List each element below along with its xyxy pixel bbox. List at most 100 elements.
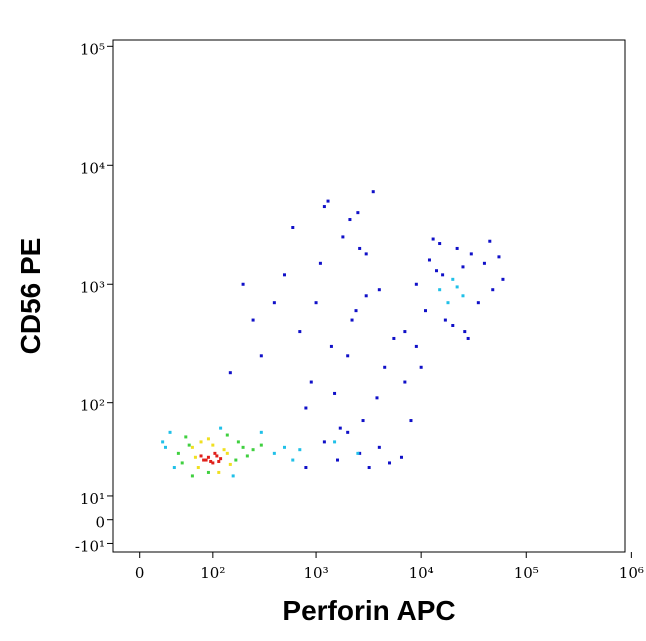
data-point (361, 419, 365, 423)
data-point (251, 448, 255, 452)
data-point (497, 255, 501, 259)
data-point (388, 461, 392, 465)
data-point (206, 455, 210, 459)
data-point (193, 455, 197, 459)
data-point (431, 237, 435, 241)
data-point (168, 430, 172, 434)
data-point (304, 406, 308, 410)
data-point (377, 288, 381, 292)
data-point (455, 285, 459, 289)
data-point (441, 273, 445, 277)
data-point (364, 252, 368, 256)
x-tick-label: 10⁵ (514, 564, 539, 582)
data-point (356, 451, 360, 455)
data-point (187, 443, 191, 447)
data-point (329, 344, 333, 348)
data-point (443, 318, 447, 322)
data-point (455, 246, 459, 250)
data-point (304, 466, 308, 470)
data-point (338, 426, 342, 430)
data-point (225, 433, 229, 437)
data-point (488, 239, 492, 243)
data-point (206, 437, 210, 441)
data-point (438, 288, 442, 292)
data-point (367, 466, 371, 470)
data-point (424, 309, 428, 313)
data-point (228, 371, 232, 375)
data-point (202, 458, 206, 462)
data-point (236, 440, 240, 444)
x-tick-label: 10² (200, 564, 225, 582)
y-tick-label: 10² (80, 397, 105, 415)
data-point (163, 445, 167, 449)
data-point (272, 301, 276, 305)
data-point (403, 330, 407, 334)
data-point (364, 294, 368, 298)
data-point (414, 344, 418, 348)
data-point (228, 462, 232, 466)
data-point (241, 445, 245, 449)
data-point (309, 380, 313, 384)
data-point (350, 318, 354, 322)
data-point (222, 448, 226, 452)
data-point (298, 330, 302, 334)
data-point (333, 391, 337, 395)
data-point (461, 265, 465, 269)
data-point (241, 282, 245, 286)
data-point (245, 454, 249, 458)
data-point (346, 354, 350, 358)
data-point (190, 445, 194, 449)
data-point (204, 458, 208, 462)
data-point (176, 451, 180, 455)
data-point (438, 242, 442, 246)
data-point (414, 282, 418, 286)
data-point (358, 246, 362, 250)
data-point (184, 435, 188, 439)
data-point (161, 440, 165, 444)
data-point (354, 309, 358, 313)
data-point (451, 323, 455, 327)
y-tick-label: 0 (95, 514, 105, 532)
data-point (409, 419, 413, 423)
data-point (399, 455, 403, 459)
data-point (403, 380, 407, 384)
data-point (392, 336, 396, 340)
data-point (211, 443, 215, 447)
data-point (446, 301, 450, 305)
data-point (371, 190, 375, 194)
data-point (322, 440, 326, 444)
data-point (463, 330, 467, 334)
data-point (211, 461, 215, 465)
data-point (348, 218, 352, 222)
data-point (282, 273, 286, 277)
data-point (225, 451, 229, 455)
data-point (215, 454, 219, 458)
data-point (318, 261, 322, 265)
data-point (213, 451, 217, 455)
data-point (491, 288, 495, 292)
data-point (231, 474, 235, 478)
data-point (469, 252, 473, 256)
data-point (190, 474, 194, 478)
y-tick-label: 10⁴ (80, 159, 105, 177)
data-point (333, 440, 337, 444)
data-point (336, 458, 340, 462)
data-point (326, 199, 330, 203)
data-point (282, 445, 286, 449)
data-point (377, 445, 381, 449)
y-axis-title: CD56 PE (15, 238, 46, 355)
x-axis-title: Perforin APC (282, 595, 455, 626)
data-point (259, 354, 263, 358)
data-point (375, 396, 379, 400)
data-point (219, 457, 223, 461)
x-tick-label: 10³ (304, 564, 329, 582)
data-point (259, 443, 263, 447)
x-tick-label: 0 (135, 564, 145, 582)
y-tick-label: 10¹ (80, 490, 105, 508)
data-point (251, 318, 255, 322)
data-point (501, 277, 505, 281)
data-point (199, 454, 203, 458)
data-point (199, 440, 203, 444)
data-point (451, 277, 455, 281)
